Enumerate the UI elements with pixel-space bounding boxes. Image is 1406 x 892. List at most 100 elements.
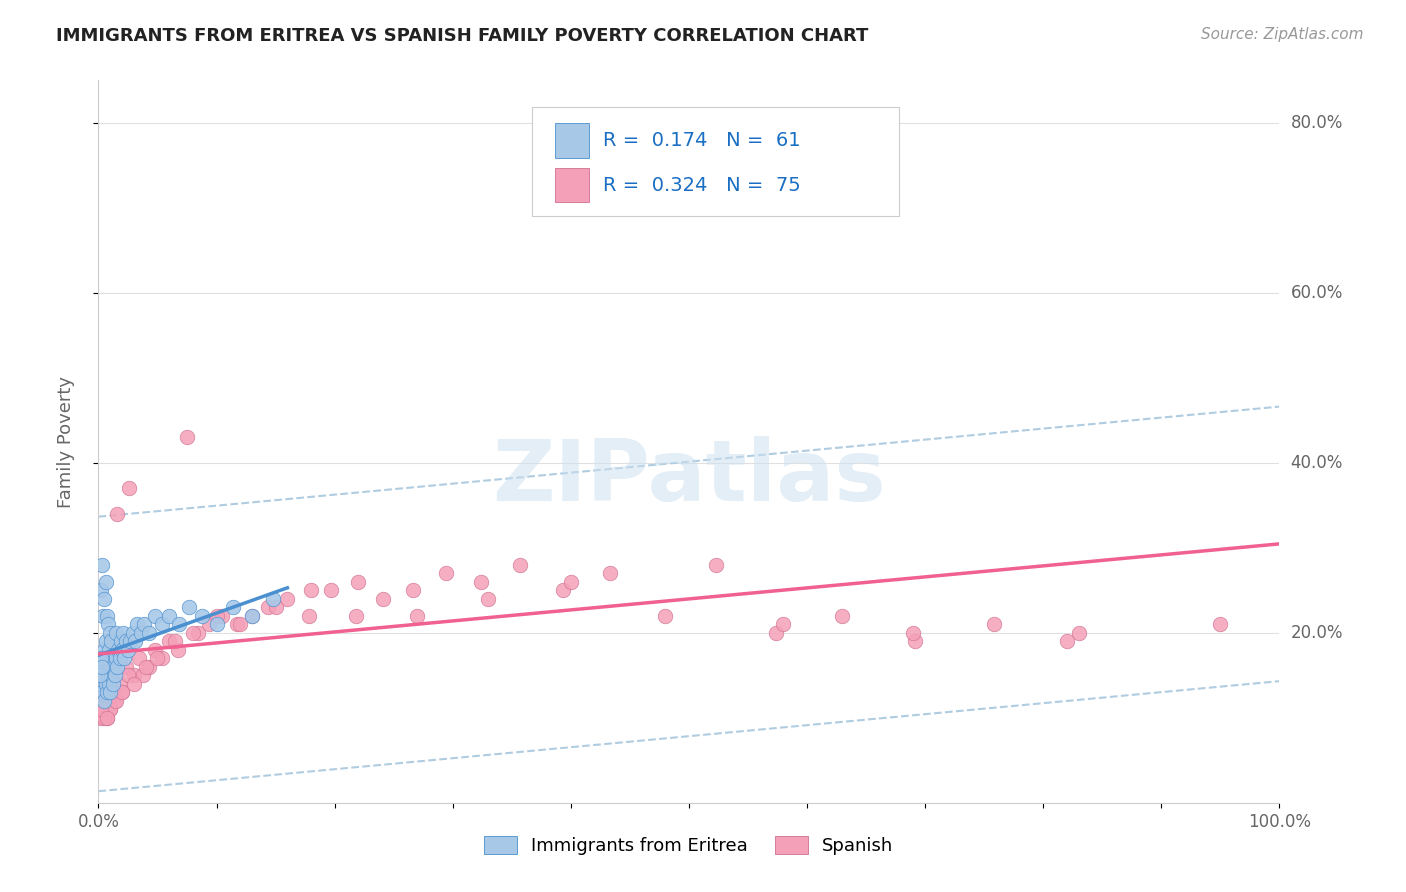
Point <box>470 574 492 589</box>
Point <box>157 634 180 648</box>
Point <box>240 608 263 623</box>
Point <box>983 617 1005 632</box>
Point <box>94 677 117 691</box>
Point <box>344 608 367 623</box>
Point <box>91 685 114 699</box>
Point <box>98 694 121 708</box>
Point <box>111 685 134 699</box>
Point <box>103 660 125 674</box>
Point <box>509 558 531 572</box>
Point <box>96 711 118 725</box>
Point <box>704 558 727 572</box>
Point <box>97 617 120 632</box>
Text: R =  0.324   N =  75: R = 0.324 N = 75 <box>603 176 800 194</box>
Point <box>93 677 115 691</box>
Point <box>98 702 121 716</box>
Point <box>319 583 342 598</box>
Point <box>101 651 124 665</box>
Point <box>100 634 122 648</box>
Legend: Immigrants from Eritrea, Spanish: Immigrants from Eritrea, Spanish <box>477 829 901 863</box>
Point <box>560 574 582 589</box>
Point <box>104 668 127 682</box>
Point <box>211 608 233 623</box>
Point <box>347 574 370 589</box>
Point <box>104 694 127 708</box>
Point <box>91 660 114 674</box>
Point <box>117 642 139 657</box>
Point <box>105 625 128 640</box>
Point <box>181 625 204 640</box>
Point <box>831 608 853 623</box>
Point <box>205 617 228 632</box>
Point <box>90 660 112 674</box>
Point <box>127 617 149 632</box>
Point <box>134 617 156 632</box>
Point <box>101 685 124 699</box>
Point <box>107 642 129 657</box>
Point <box>89 694 111 708</box>
Point <box>135 660 157 674</box>
Point <box>90 651 112 665</box>
Point <box>551 583 574 598</box>
Point <box>97 668 120 682</box>
Point <box>1056 634 1078 648</box>
Point <box>138 625 160 640</box>
Point <box>90 583 112 598</box>
Y-axis label: Family Poverty: Family Poverty <box>56 376 75 508</box>
Point <box>97 685 120 699</box>
Point <box>112 651 135 665</box>
Point <box>903 634 925 648</box>
Point <box>150 617 173 632</box>
Point <box>138 660 160 674</box>
Point <box>93 711 115 725</box>
Text: 20.0%: 20.0% <box>1291 624 1343 642</box>
Point <box>166 642 188 657</box>
Point <box>89 677 111 691</box>
Point <box>121 625 143 640</box>
Point <box>118 481 141 495</box>
Point <box>91 608 114 623</box>
Point <box>132 668 155 682</box>
Point <box>122 677 145 691</box>
Point <box>240 608 263 623</box>
FancyBboxPatch shape <box>555 123 589 158</box>
Point <box>90 702 112 716</box>
Point <box>105 651 128 665</box>
Point <box>93 591 115 606</box>
Point <box>205 608 228 623</box>
Point <box>98 677 121 691</box>
Point <box>1067 625 1090 640</box>
Point <box>401 583 423 598</box>
Point <box>903 625 925 640</box>
FancyBboxPatch shape <box>555 168 589 202</box>
Point <box>100 668 122 682</box>
Text: R =  0.174   N =  61: R = 0.174 N = 61 <box>603 131 800 150</box>
Point <box>91 702 114 716</box>
Text: Source: ZipAtlas.com: Source: ZipAtlas.com <box>1201 27 1364 42</box>
Point <box>128 651 150 665</box>
Point <box>371 591 394 606</box>
Point <box>96 651 118 665</box>
Point <box>93 694 115 708</box>
Point <box>120 634 142 648</box>
Point <box>111 685 134 699</box>
Point <box>262 591 284 606</box>
Point <box>90 711 112 725</box>
Point <box>654 608 676 623</box>
Point <box>101 677 124 691</box>
Point <box>94 634 117 648</box>
Point <box>98 685 121 699</box>
Point <box>229 617 252 632</box>
Point <box>96 685 118 699</box>
Point <box>96 711 118 725</box>
FancyBboxPatch shape <box>531 107 900 216</box>
Point <box>105 660 128 674</box>
Point <box>124 634 146 648</box>
Point <box>117 668 139 682</box>
Point <box>91 668 114 682</box>
Point <box>114 660 136 674</box>
Point <box>143 642 166 657</box>
Point <box>110 634 132 648</box>
Point <box>650 184 672 198</box>
Point <box>187 625 209 640</box>
